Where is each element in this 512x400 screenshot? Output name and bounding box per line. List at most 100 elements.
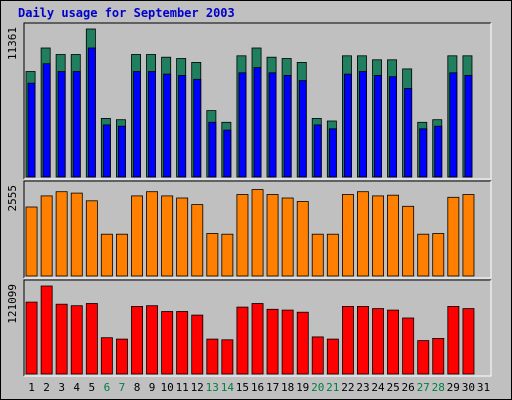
bar-2-0-day-17 xyxy=(266,308,279,375)
bar-0-1-day-23 xyxy=(358,71,367,178)
x-tick-day-31: 31 xyxy=(477,381,490,394)
bar-0-1-day-1 xyxy=(27,82,36,178)
x-tick-day-5: 5 xyxy=(88,381,95,394)
bar-2-0-day-11 xyxy=(176,311,189,375)
x-tick-day-11: 11 xyxy=(176,381,189,394)
bar-2-0-day-16 xyxy=(251,303,264,375)
bar-1-0-day-20 xyxy=(311,233,324,277)
panel-border-bottom-right xyxy=(24,23,492,180)
bar-1-0-day-9 xyxy=(146,191,159,277)
x-tick-day-6: 6 xyxy=(104,381,111,394)
x-tick-day-15: 15 xyxy=(236,381,249,394)
bar-2-0-day-30 xyxy=(462,308,475,375)
x-tick-day-18: 18 xyxy=(281,381,294,394)
x-tick-day-13: 13 xyxy=(206,381,219,394)
bar-2-0-day-27 xyxy=(417,340,430,375)
bar-1-0-day-8 xyxy=(131,195,144,277)
bar-1-0-day-10 xyxy=(161,195,174,277)
bar-2-0-day-26 xyxy=(402,317,415,375)
bar-0-1-day-27 xyxy=(419,128,428,178)
bar-0-1-day-2 xyxy=(42,63,51,178)
x-tick-day-27: 27 xyxy=(417,381,430,394)
bar-0-1-day-26 xyxy=(404,88,413,178)
x-tick-day-30: 30 xyxy=(462,381,475,394)
bar-0-1-day-19 xyxy=(298,80,307,178)
x-tick-day-14: 14 xyxy=(221,381,235,394)
chart-title: Daily usage for September 2003 xyxy=(18,6,235,20)
bar-2-0-day-15 xyxy=(236,306,249,375)
x-tick-day-2: 2 xyxy=(43,381,50,394)
panel-max-label: 121099 xyxy=(6,284,19,324)
bar-0-1-day-16 xyxy=(253,67,262,178)
bar-0-1-day-3 xyxy=(57,71,66,178)
bar-0-1-day-11 xyxy=(178,75,187,178)
bar-2-0-day-7 xyxy=(116,338,128,375)
bar-1-0-day-7 xyxy=(116,233,128,277)
x-tick-day-28: 28 xyxy=(432,381,445,394)
panel-border-top-left xyxy=(23,22,491,179)
bar-1-0-day-21 xyxy=(326,233,339,277)
panel-border-bottom-right xyxy=(24,280,492,377)
bar-0-1-day-13 xyxy=(208,121,217,178)
bar-1-0-day-15 xyxy=(236,194,249,277)
bar-1-0-day-13 xyxy=(206,233,219,277)
panel-border-bottom-right xyxy=(24,181,492,279)
bar-0-1-day-20 xyxy=(313,124,322,178)
bar-0-1-day-4 xyxy=(72,71,81,178)
bar-2-0-day-10 xyxy=(161,311,174,375)
x-tick-labels: 1 2 3 4 5 6 7 8 9 10 11 12 13 14 15 16 17 18 19 20 21 22 23 24 2… xyxy=(28,381,490,394)
panel-border-top-left xyxy=(23,279,491,376)
bar-2-0-day-5 xyxy=(85,303,98,375)
panel-border-top-left xyxy=(23,180,491,278)
x-tick-day-25: 25 xyxy=(386,381,399,394)
bar-2-0-day-24 xyxy=(372,308,385,375)
bar-1-0-day-11 xyxy=(176,197,189,277)
x-tick-day-21: 21 xyxy=(326,381,339,394)
bar-0-1-day-6 xyxy=(102,124,111,178)
bar-2-0-day-13 xyxy=(206,338,219,375)
bar-2-0-day-9 xyxy=(146,305,159,375)
x-tick-day-23: 23 xyxy=(356,381,369,394)
x-tick-day-16: 16 xyxy=(251,381,264,394)
bar-1-0-day-26 xyxy=(402,205,415,277)
bar-1-0-day-17 xyxy=(266,194,279,277)
bar-2-0-day-18 xyxy=(281,309,294,375)
bar-2-0-day-21 xyxy=(326,338,339,375)
x-tick-day-8: 8 xyxy=(134,381,141,394)
bar-0-1-day-17 xyxy=(268,72,277,178)
x-tick-day-29: 29 xyxy=(447,381,460,394)
bar-0-1-day-25 xyxy=(389,76,397,178)
bar-0-1-day-9 xyxy=(148,71,156,178)
bar-1-0-day-28 xyxy=(432,233,445,277)
x-tick-day-3: 3 xyxy=(58,381,65,394)
bar-2-0-day-6 xyxy=(100,337,113,375)
bar-0-1-day-21 xyxy=(328,128,337,178)
bar-0-1-day-7 xyxy=(118,125,126,178)
bar-2-0-day-19 xyxy=(296,311,309,375)
bar-1-0-day-4 xyxy=(70,192,83,277)
bar-2-0-day-2 xyxy=(40,285,53,375)
bar-0-1-day-22 xyxy=(343,73,352,178)
bar-2-0-day-23 xyxy=(356,305,369,375)
x-tick-day-24: 24 xyxy=(371,381,385,394)
bar-0-1-day-14 xyxy=(223,129,232,178)
bar-0-1-day-12 xyxy=(193,78,202,178)
bar-0-1-day-30 xyxy=(464,75,473,178)
bar-0-1-day-18 xyxy=(283,75,292,178)
x-tick-day-26: 26 xyxy=(401,381,414,394)
bar-0-1-day-24 xyxy=(374,75,382,178)
bar-2-0-day-20 xyxy=(311,336,324,375)
bar-1-0-day-5 xyxy=(85,200,98,277)
bar-1-0-day-2 xyxy=(40,195,53,277)
bar-2-0-day-29 xyxy=(447,305,460,375)
bar-1-0-day-29 xyxy=(447,196,460,277)
x-tick-day-9: 9 xyxy=(149,381,156,394)
x-tick-day-19: 19 xyxy=(296,381,309,394)
x-tick-day-22: 22 xyxy=(341,381,354,394)
bar-0-1-day-15 xyxy=(238,72,247,178)
bar-2-0-day-22 xyxy=(341,305,354,375)
x-tick-day-1: 1 xyxy=(28,381,35,394)
panel-max-label: 11361 xyxy=(6,27,19,60)
bar-1-0-day-14 xyxy=(221,233,234,277)
